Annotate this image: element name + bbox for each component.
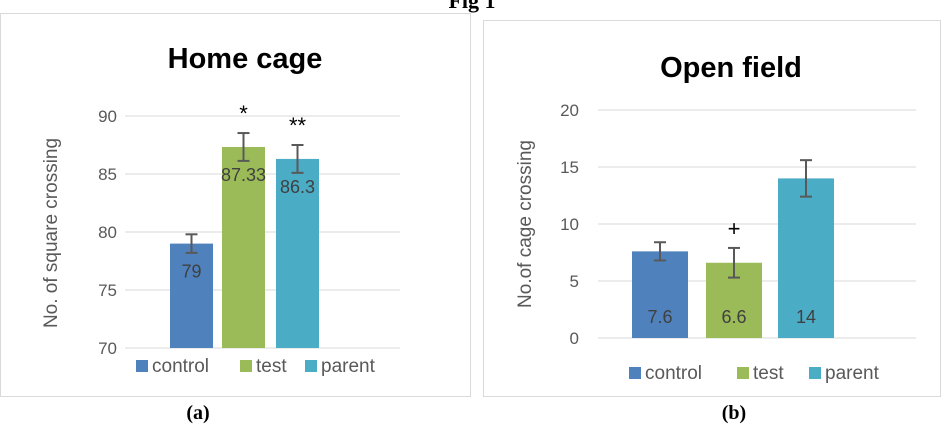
significance-marker: +: [728, 216, 741, 241]
bar-control: [632, 251, 688, 338]
panel-b-plot: 0 5 10 15 20 7.6 6.6 +14 control test parent: [560, 101, 916, 384]
y-tick-label: 80: [98, 223, 117, 242]
legend-label-control: control: [152, 356, 209, 377]
y-tick-label: 5: [570, 272, 579, 291]
legend-swatch-control: [629, 367, 641, 379]
legend-swatch-test: [240, 360, 252, 372]
panel-b-title: Open field: [660, 52, 802, 84]
panel-b-label: (b): [721, 402, 747, 424]
data-label: 7.6: [647, 307, 672, 327]
y-tick-label: 90: [98, 107, 117, 126]
legend-swatch-test: [737, 367, 749, 379]
figure-title: Fig 1: [448, 0, 496, 13]
y-tick-label: 75: [98, 281, 117, 300]
bar-parent: [276, 158, 319, 348]
bar-control: [170, 243, 213, 348]
panel-b-ylabel: No.of cage crossing: [515, 140, 536, 308]
panel-a-plot: 70 75 80 85 90 79 87.33 * 86.3 ** control test paren…: [98, 101, 400, 377]
legend-label-parent: parent: [321, 356, 376, 377]
bar-test: [222, 146, 265, 348]
significance-marker: **: [289, 113, 307, 138]
data-label: 6.6: [721, 307, 746, 327]
y-tick-label: 85: [98, 165, 117, 184]
legend-swatch-parent: [809, 367, 821, 379]
y-tick-label: 15: [560, 158, 579, 177]
y-tick-label: 70: [98, 339, 117, 358]
legend-swatch-control: [136, 360, 148, 372]
legend-label-parent: parent: [825, 363, 880, 384]
y-tick-label: 10: [560, 215, 579, 234]
panel-a-label: (a): [186, 402, 210, 424]
data-label: 14: [796, 307, 816, 327]
y-tick-label: 0: [570, 329, 579, 348]
data-label: 79: [181, 262, 201, 282]
data-label: 87.33: [221, 165, 266, 185]
legend-label-test: test: [256, 356, 287, 377]
legend-label-control: control: [645, 363, 702, 384]
y-tick-label: 20: [560, 101, 579, 120]
significance-marker: *: [239, 101, 248, 126]
bar-parent: [778, 178, 834, 338]
legend-swatch-parent: [305, 360, 317, 372]
panel-a-ylabel: No. of square crossing: [41, 138, 62, 328]
legend-label-test: test: [753, 363, 784, 384]
panel-a-title: Home cage: [168, 43, 323, 75]
data-label: 86.3: [280, 177, 315, 197]
